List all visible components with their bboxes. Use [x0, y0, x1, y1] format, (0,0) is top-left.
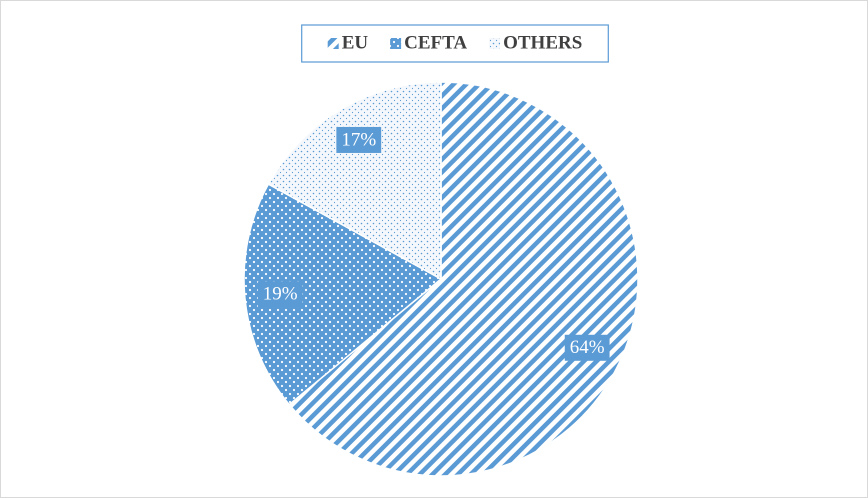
pie-slice — [243, 183, 443, 406]
legend-marker — [489, 38, 501, 49]
pie-slice — [288, 81, 639, 477]
legend-label: OTHERS — [503, 32, 582, 53]
legend-marker — [390, 38, 402, 49]
data-label-box — [257, 281, 303, 308]
legend: EU CEFTA OTHERS — [301, 24, 609, 63]
data-label: 17% — [341, 129, 376, 150]
data-label-box — [564, 334, 610, 361]
pie-slice — [267, 81, 442, 281]
legend-label: CEFTA — [404, 32, 467, 53]
legend-label: EU — [342, 32, 369, 53]
data-label-box — [336, 126, 382, 153]
data-label: 64% — [570, 337, 605, 358]
legend-marker — [327, 38, 339, 49]
data-label: 19% — [263, 284, 298, 305]
legend-box — [301, 24, 609, 63]
